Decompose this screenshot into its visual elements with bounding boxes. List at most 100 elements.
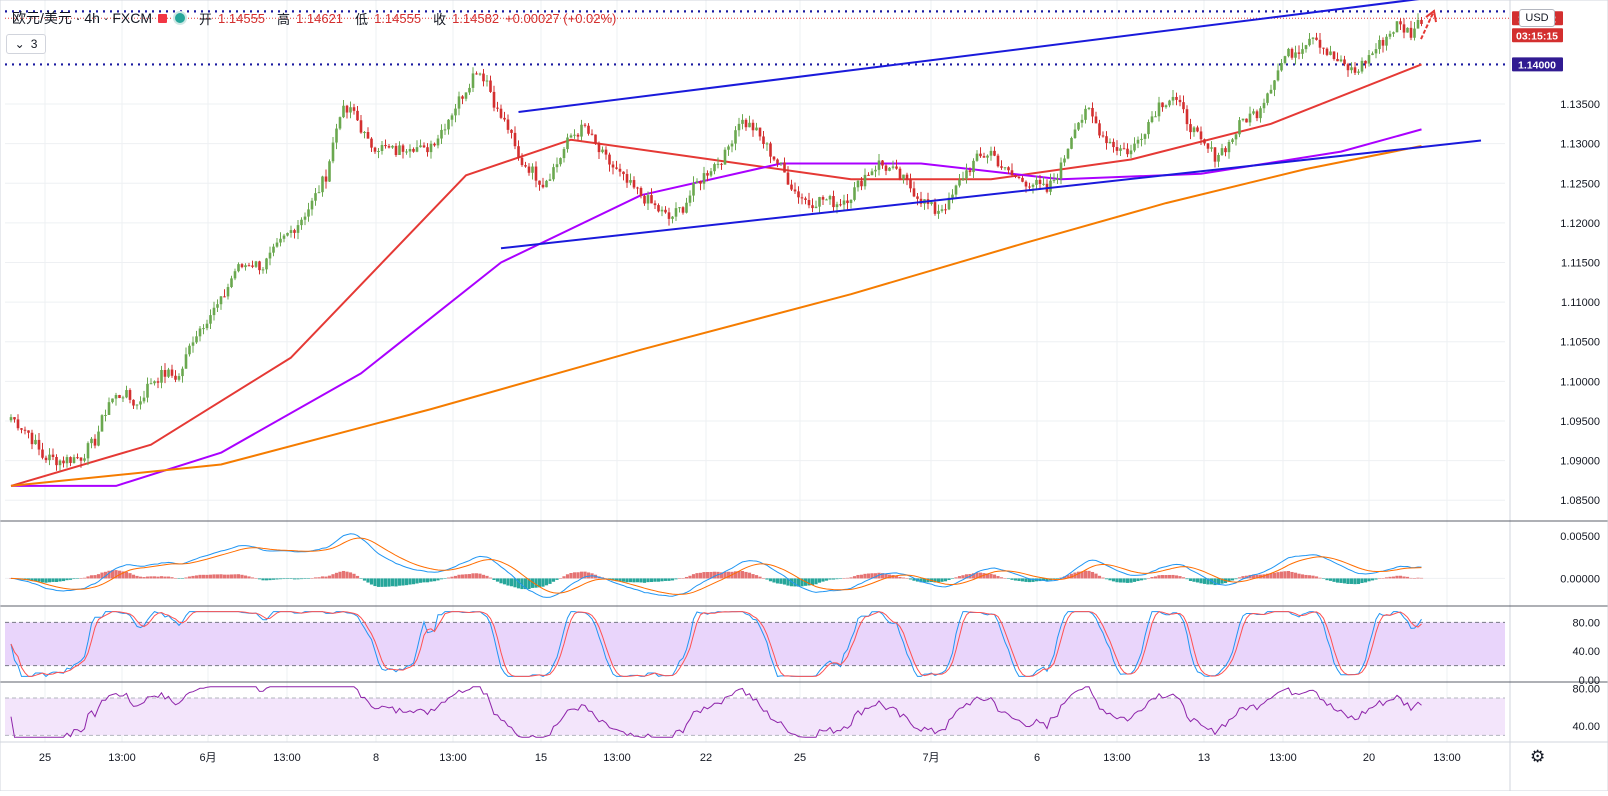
candle-body xyxy=(951,194,954,198)
symbol-title[interactable]: 欧元/美元 · 4h · FXCM xyxy=(12,10,153,26)
flag-icon[interactable] xyxy=(158,13,168,23)
candle-body xyxy=(1192,127,1196,133)
candle-body xyxy=(587,125,590,134)
macd-histogram-bar xyxy=(446,577,451,579)
macd-histogram-bar xyxy=(502,578,507,585)
macd-histogram-bar xyxy=(894,575,899,579)
macd-histogram-bar xyxy=(47,578,52,583)
macd-histogram-bar xyxy=(1356,578,1361,585)
candle-body xyxy=(1059,162,1063,179)
macd-histogram-bar xyxy=(751,574,755,579)
macd-histogram-bar xyxy=(761,578,766,579)
macd-histogram-bar xyxy=(691,574,696,579)
macd-histogram-bar xyxy=(744,571,748,579)
candle-body xyxy=(1367,55,1371,64)
macd-histogram-bar xyxy=(1185,578,1189,580)
candle-body xyxy=(1164,105,1168,108)
indicator-collapse-button[interactable]: ⌄ 3 xyxy=(6,34,46,54)
macd-histogram-bar xyxy=(1153,576,1158,579)
candle-body xyxy=(839,204,842,206)
candle-body xyxy=(755,127,758,131)
macd-histogram-bar xyxy=(957,576,962,579)
candle-body xyxy=(499,108,503,118)
time-tick-label: 13:00 xyxy=(1103,752,1131,764)
macd-histogram-bar xyxy=(982,573,986,579)
macd-histogram-bar xyxy=(831,578,836,580)
candle-body xyxy=(797,191,800,198)
macd-histogram-bar xyxy=(1188,578,1193,581)
macd-histogram-bar xyxy=(261,578,265,581)
macd-histogram-bar xyxy=(1174,575,1179,579)
candle-body xyxy=(370,138,373,148)
candle-body xyxy=(1126,148,1129,155)
macd-histogram-bar xyxy=(758,576,762,579)
macd-histogram-bar xyxy=(754,575,759,579)
macd-histogram-bar xyxy=(639,578,643,583)
time-tick-label: 13:00 xyxy=(108,752,136,764)
time-tick-label: 13:00 xyxy=(1269,752,1297,764)
moving-average-line xyxy=(10,63,1422,487)
arrow-shaft xyxy=(1420,12,1434,40)
macd-histogram-bar xyxy=(471,573,475,579)
macd-histogram-bar xyxy=(135,575,139,579)
candle-body xyxy=(1374,49,1378,54)
market-status-icon xyxy=(173,11,188,25)
macd-histogram-bar xyxy=(422,578,426,583)
candle-body xyxy=(856,180,860,188)
macd-histogram-bar xyxy=(845,577,850,579)
macd-histogram-bar xyxy=(1069,573,1074,579)
macd-histogram-bar xyxy=(485,575,489,579)
price-tick-label: 1.09500 xyxy=(1560,416,1600,428)
macd-histogram-bar xyxy=(625,578,629,583)
macd-histogram-bar xyxy=(1171,574,1175,579)
macd-histogram-bar xyxy=(26,578,31,581)
candle-body xyxy=(1217,154,1220,162)
macd-histogram-bar xyxy=(369,578,374,585)
candle-body xyxy=(436,138,440,146)
macd-histogram-bar xyxy=(1097,575,1102,579)
currency-button[interactable]: USD xyxy=(1519,9,1555,27)
macd-histogram-bar xyxy=(775,578,780,584)
macd-histogram-bar xyxy=(44,578,48,583)
macd-histogram-bar xyxy=(215,574,220,579)
macd-histogram-bar xyxy=(1202,578,1207,584)
macd-histogram-bar xyxy=(898,576,902,579)
candle-body xyxy=(79,457,83,461)
macd-histogram-bar xyxy=(674,578,678,580)
candle-body xyxy=(289,230,293,233)
macd-histogram-bar xyxy=(835,578,839,580)
macd-histogram-bar xyxy=(229,574,234,579)
candle-body xyxy=(261,269,265,271)
candle-body xyxy=(681,207,685,213)
macd-histogram-bar xyxy=(681,578,685,579)
candle-body xyxy=(800,197,804,199)
macd-histogram-bar xyxy=(943,578,948,582)
candle-body xyxy=(611,164,615,168)
trend-line xyxy=(518,0,1420,113)
candle-body xyxy=(580,124,583,137)
candle-body xyxy=(1171,96,1175,101)
macd-histogram-bar xyxy=(618,578,622,582)
candle-body xyxy=(1381,39,1385,46)
macd-histogram-bar xyxy=(226,574,230,579)
candle-body xyxy=(972,160,975,173)
candle-body xyxy=(1269,89,1273,94)
candle-body xyxy=(884,165,888,171)
candle-body xyxy=(132,399,135,406)
macd-histogram-bar xyxy=(527,578,531,589)
candle-body xyxy=(398,145,401,156)
macd-histogram-bar xyxy=(184,577,188,579)
macd-histogram-bar xyxy=(1146,578,1151,579)
candle-body xyxy=(1388,33,1392,37)
macd-histogram-bar xyxy=(709,571,713,579)
candle-body xyxy=(352,107,356,111)
macd-histogram-bar xyxy=(453,575,458,579)
candle-body xyxy=(86,443,90,459)
candle-body xyxy=(440,129,443,139)
candle-body xyxy=(237,264,240,272)
macd-histogram-bar xyxy=(1416,577,1420,579)
gear-icon[interactable]: ⚙ xyxy=(1530,747,1546,766)
macd-histogram-bar xyxy=(96,574,101,579)
